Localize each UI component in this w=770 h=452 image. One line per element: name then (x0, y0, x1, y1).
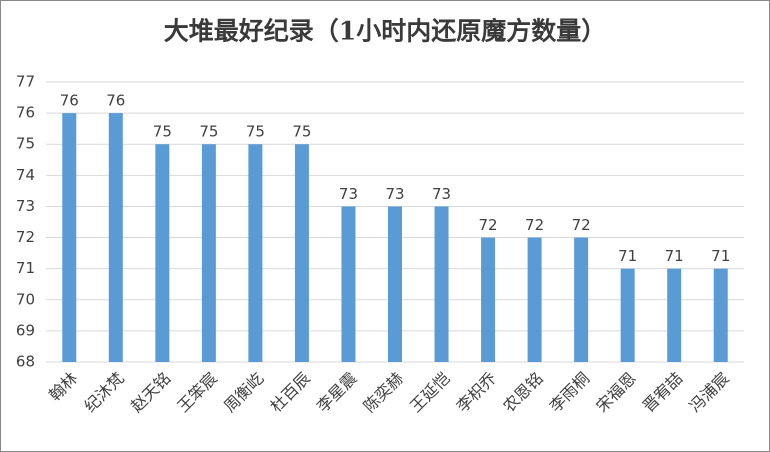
bar (388, 206, 402, 362)
bar (434, 206, 449, 362)
y-tick-label: 72 (16, 228, 35, 246)
data-label: 75 (153, 123, 172, 141)
bar (294, 144, 309, 362)
bar (341, 206, 356, 362)
bar (667, 268, 682, 362)
data-label: 75 (246, 123, 265, 141)
bar (713, 268, 728, 362)
data-label: 71 (665, 247, 684, 265)
bar (620, 268, 635, 362)
data-label: 76 (106, 92, 125, 110)
data-label: 76 (60, 92, 79, 110)
y-tick-label: 74 (16, 166, 35, 184)
bar (108, 113, 123, 362)
y-tick-label: 75 (16, 135, 35, 153)
data-label: 75 (199, 123, 218, 141)
y-tick-label: 71 (16, 259, 35, 277)
bar (201, 144, 216, 362)
data-label: 72 (525, 216, 544, 234)
chart-title: 大堆最好纪录（1小时内还原魔方数量） (164, 17, 606, 46)
bar (155, 144, 170, 362)
y-tick-label: 69 (16, 321, 35, 339)
data-label: 71 (711, 247, 730, 265)
y-tick-label: 73 (16, 197, 35, 215)
data-label: 72 (479, 216, 498, 234)
bar (527, 237, 542, 362)
data-label: 72 (572, 216, 591, 234)
y-tick-label: 68 (16, 353, 35, 371)
data-label: 75 (292, 123, 311, 141)
y-tick-label: 76 (16, 104, 35, 122)
bar (574, 237, 589, 362)
bar (481, 237, 496, 362)
bar (62, 113, 77, 362)
data-label: 73 (432, 185, 451, 203)
data-label: 73 (385, 185, 404, 203)
bar (248, 144, 263, 362)
data-label: 73 (339, 185, 358, 203)
y-tick-label: 77 (16, 73, 35, 91)
data-label: 71 (618, 247, 637, 265)
y-tick-label: 70 (16, 290, 35, 308)
